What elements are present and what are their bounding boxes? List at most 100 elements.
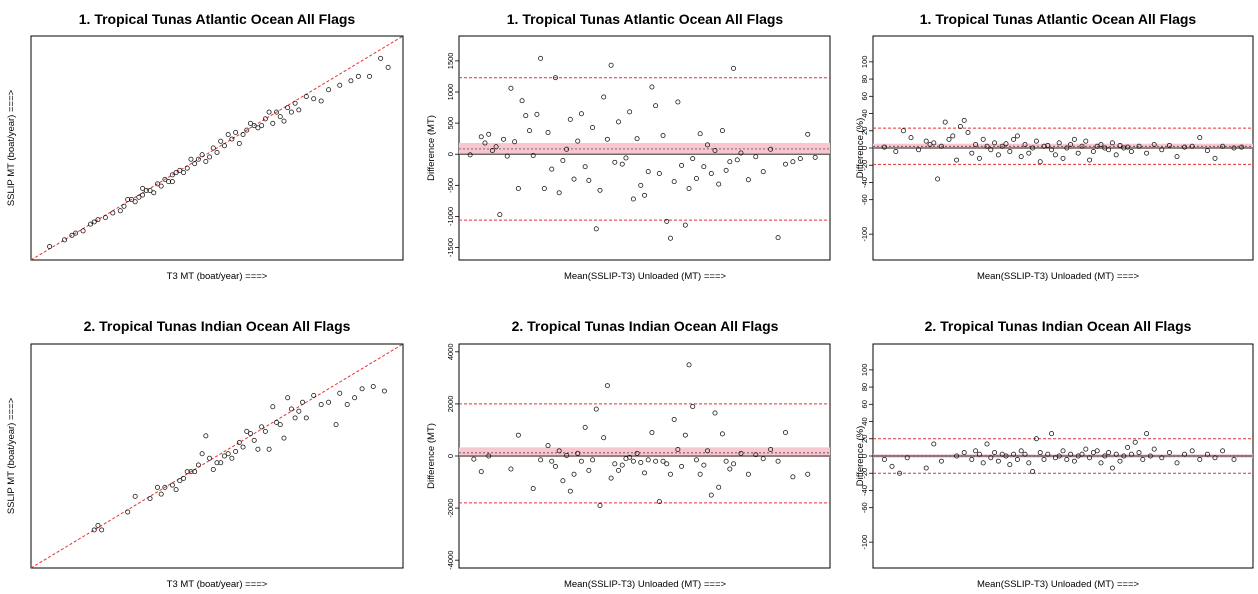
data-point [1064,145,1070,151]
data-point [727,466,733,472]
panel-6-y-ticks: -100 -60 -40 -20 0 20 40 60 80 100 [860,364,873,550]
data-point [969,150,975,156]
data-point [705,448,711,454]
data-point [337,82,343,88]
y-tick-label: -40 [860,485,869,496]
data-point [348,78,354,84]
data-point [564,453,570,458]
panel-3-atlantic-diff-pct: 1. Tropical Tunas Atlantic Ocean All Fla… [855,11,1254,282]
panel-1-atlantic-scatter: 1. Tropical Tunas Atlantic Ocean All Fla… [6,11,404,282]
data-point [961,117,967,123]
data-point [147,496,153,502]
panel-2-xlabel: Mean(SSLIP-T3) Unloaded (MT) ===> [564,271,727,282]
data-point [697,131,703,137]
data-point [1022,451,1028,457]
data-point [634,450,640,456]
data-point [173,487,179,493]
data-point [292,415,298,421]
data-point [564,146,570,152]
panel-3-y-ticks: -100 -60 -40 -20 0 20 40 60 80 100 [860,56,873,242]
data-point [203,433,209,439]
data-point [705,142,711,148]
data-point [1045,451,1051,457]
data-point [266,446,272,452]
data-point [1014,133,1020,139]
data-point [575,450,581,456]
data-point [734,157,740,163]
data-point [288,109,294,115]
data-point [207,455,213,461]
data-point [768,447,774,452]
data-point [660,133,666,139]
data-point [578,111,584,117]
data-point [1045,142,1051,148]
data-point [727,159,733,165]
data-point [701,164,707,170]
data-point [162,176,168,182]
data-point [1049,147,1055,153]
data-point [255,125,261,131]
data-point [527,128,532,134]
data-point [236,440,242,446]
panel-6-reference-lines [873,438,1253,474]
data-point [660,458,666,464]
data-point [140,192,146,198]
data-point [1159,147,1165,153]
data-point [1174,154,1180,160]
data-point [976,451,982,457]
data-point [1014,456,1020,462]
data-point [984,143,990,149]
data-point [181,170,186,176]
data-point [753,452,759,458]
data-point [712,148,718,153]
data-point [627,454,633,460]
data-point [385,64,391,70]
data-point [790,159,796,165]
data-point [1075,150,1081,156]
y-tick-label: -40 [860,177,869,188]
data-point [719,128,725,134]
data-point [1030,469,1036,474]
data-point [281,435,287,441]
data-point [682,432,688,438]
data-point [995,458,1001,464]
data-point [158,183,164,189]
data-point [218,460,224,466]
data-point [259,123,265,129]
data-point [1060,448,1066,454]
data-point [716,181,722,187]
data-point [270,404,276,410]
data-point [344,402,350,407]
data-point [1113,451,1119,457]
data-point [571,176,577,182]
data-point [95,217,101,223]
data-point [333,422,339,428]
data-point [530,486,536,492]
y-tick-label: 100 [860,56,869,69]
data-point [125,509,131,515]
data-point [95,522,101,528]
data-point [221,143,227,149]
data-point [664,218,670,224]
y-tick-label: 60 [860,92,869,100]
data-point [642,192,647,198]
data-point [303,94,309,99]
data-point [1128,148,1134,154]
data-point [604,136,610,142]
data-point [188,156,194,162]
y-tick-label: 0 [446,454,455,458]
data-point [515,432,521,438]
panel-5-title: 2. Tropical Tunas Indian Ocean All Flags [512,318,779,334]
panel-2-title: 1. Tropical Tunas Atlantic Ocean All Fla… [507,11,784,27]
data-point [601,94,607,100]
data-point [664,461,670,467]
data-point [560,157,566,163]
data-point [984,441,990,447]
data-point [597,503,603,508]
panel-4-title: 2. Tropical Tunas Indian Ocean All Flags [84,318,351,334]
data-point [244,428,250,434]
data-point [708,492,714,498]
data-point [682,222,688,228]
panel-3-reference-lines [873,127,1253,165]
